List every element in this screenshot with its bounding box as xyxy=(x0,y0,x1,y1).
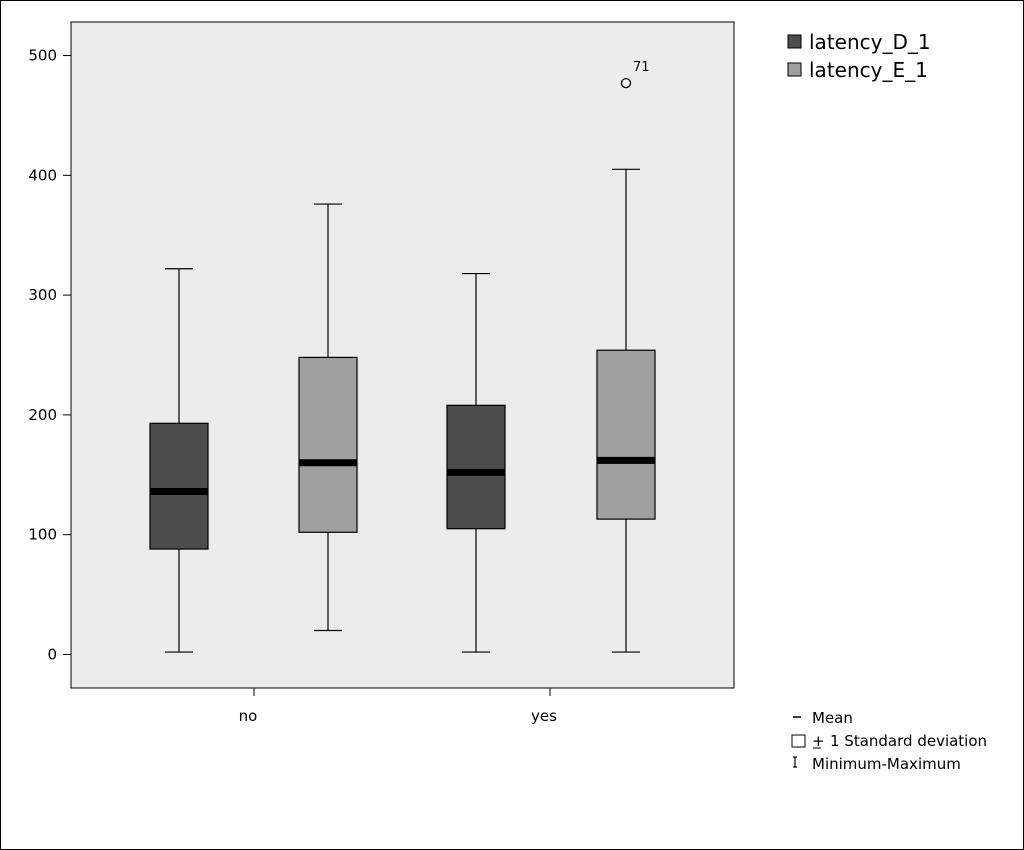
range-key-label: Minimum-Maximum xyxy=(812,755,961,773)
box-no-latency-e-1-iqr xyxy=(298,356,358,533)
y-tick-label-200: 200 xyxy=(28,406,57,424)
legend-swatch-latency-d-1 xyxy=(787,34,802,49)
range-key-icon xyxy=(793,756,797,768)
legend-label-latency-d-1: latency_D_1 xyxy=(809,30,931,54)
box-yes-latency-e-1-iqr xyxy=(596,349,656,520)
y-tick-label-300: 300 xyxy=(28,286,57,304)
y-tick-label-400: 400 xyxy=(28,166,57,184)
outliers: 71 xyxy=(620,60,650,89)
boxes xyxy=(149,168,656,653)
sd-key-symbol: + xyxy=(812,732,825,750)
statistics-key: Mean + 1 Standard deviation Minimum-Maxi… xyxy=(791,709,987,773)
legend: latency_D_1 latency_E_1 xyxy=(787,30,931,82)
mean-key-label: Mean xyxy=(812,709,853,727)
box-yes-latency-d-1-iqr xyxy=(446,404,506,530)
x-tick-label-yes: yes xyxy=(531,707,557,725)
sd-key-label: 1 Standard deviation xyxy=(830,732,987,750)
x-axis: no yes xyxy=(239,688,557,725)
y-axis: 0 100 200 300 400 500 xyxy=(28,47,71,663)
y-tick-label-500: 500 xyxy=(28,47,57,65)
y-tick-label-0: 0 xyxy=(47,645,57,663)
y-tick-label-100: 100 xyxy=(28,526,57,544)
legend-swatch-latency-e-1 xyxy=(787,62,802,77)
box-no-latency-d-1-iqr xyxy=(149,422,209,550)
box-yes-latency-d-1 xyxy=(446,272,506,653)
box-yes-latency-e-1 xyxy=(596,168,656,653)
box-no-latency-e-1 xyxy=(298,203,358,632)
box-no-latency-d-1 xyxy=(149,268,209,653)
sd-key-icon xyxy=(791,734,806,748)
outlier-point-71 xyxy=(620,77,632,89)
x-tick-label-no: no xyxy=(239,707,258,725)
outlier-label-71: 71 xyxy=(633,60,650,75)
legend-label-latency-e-1: latency_E_1 xyxy=(809,58,928,82)
